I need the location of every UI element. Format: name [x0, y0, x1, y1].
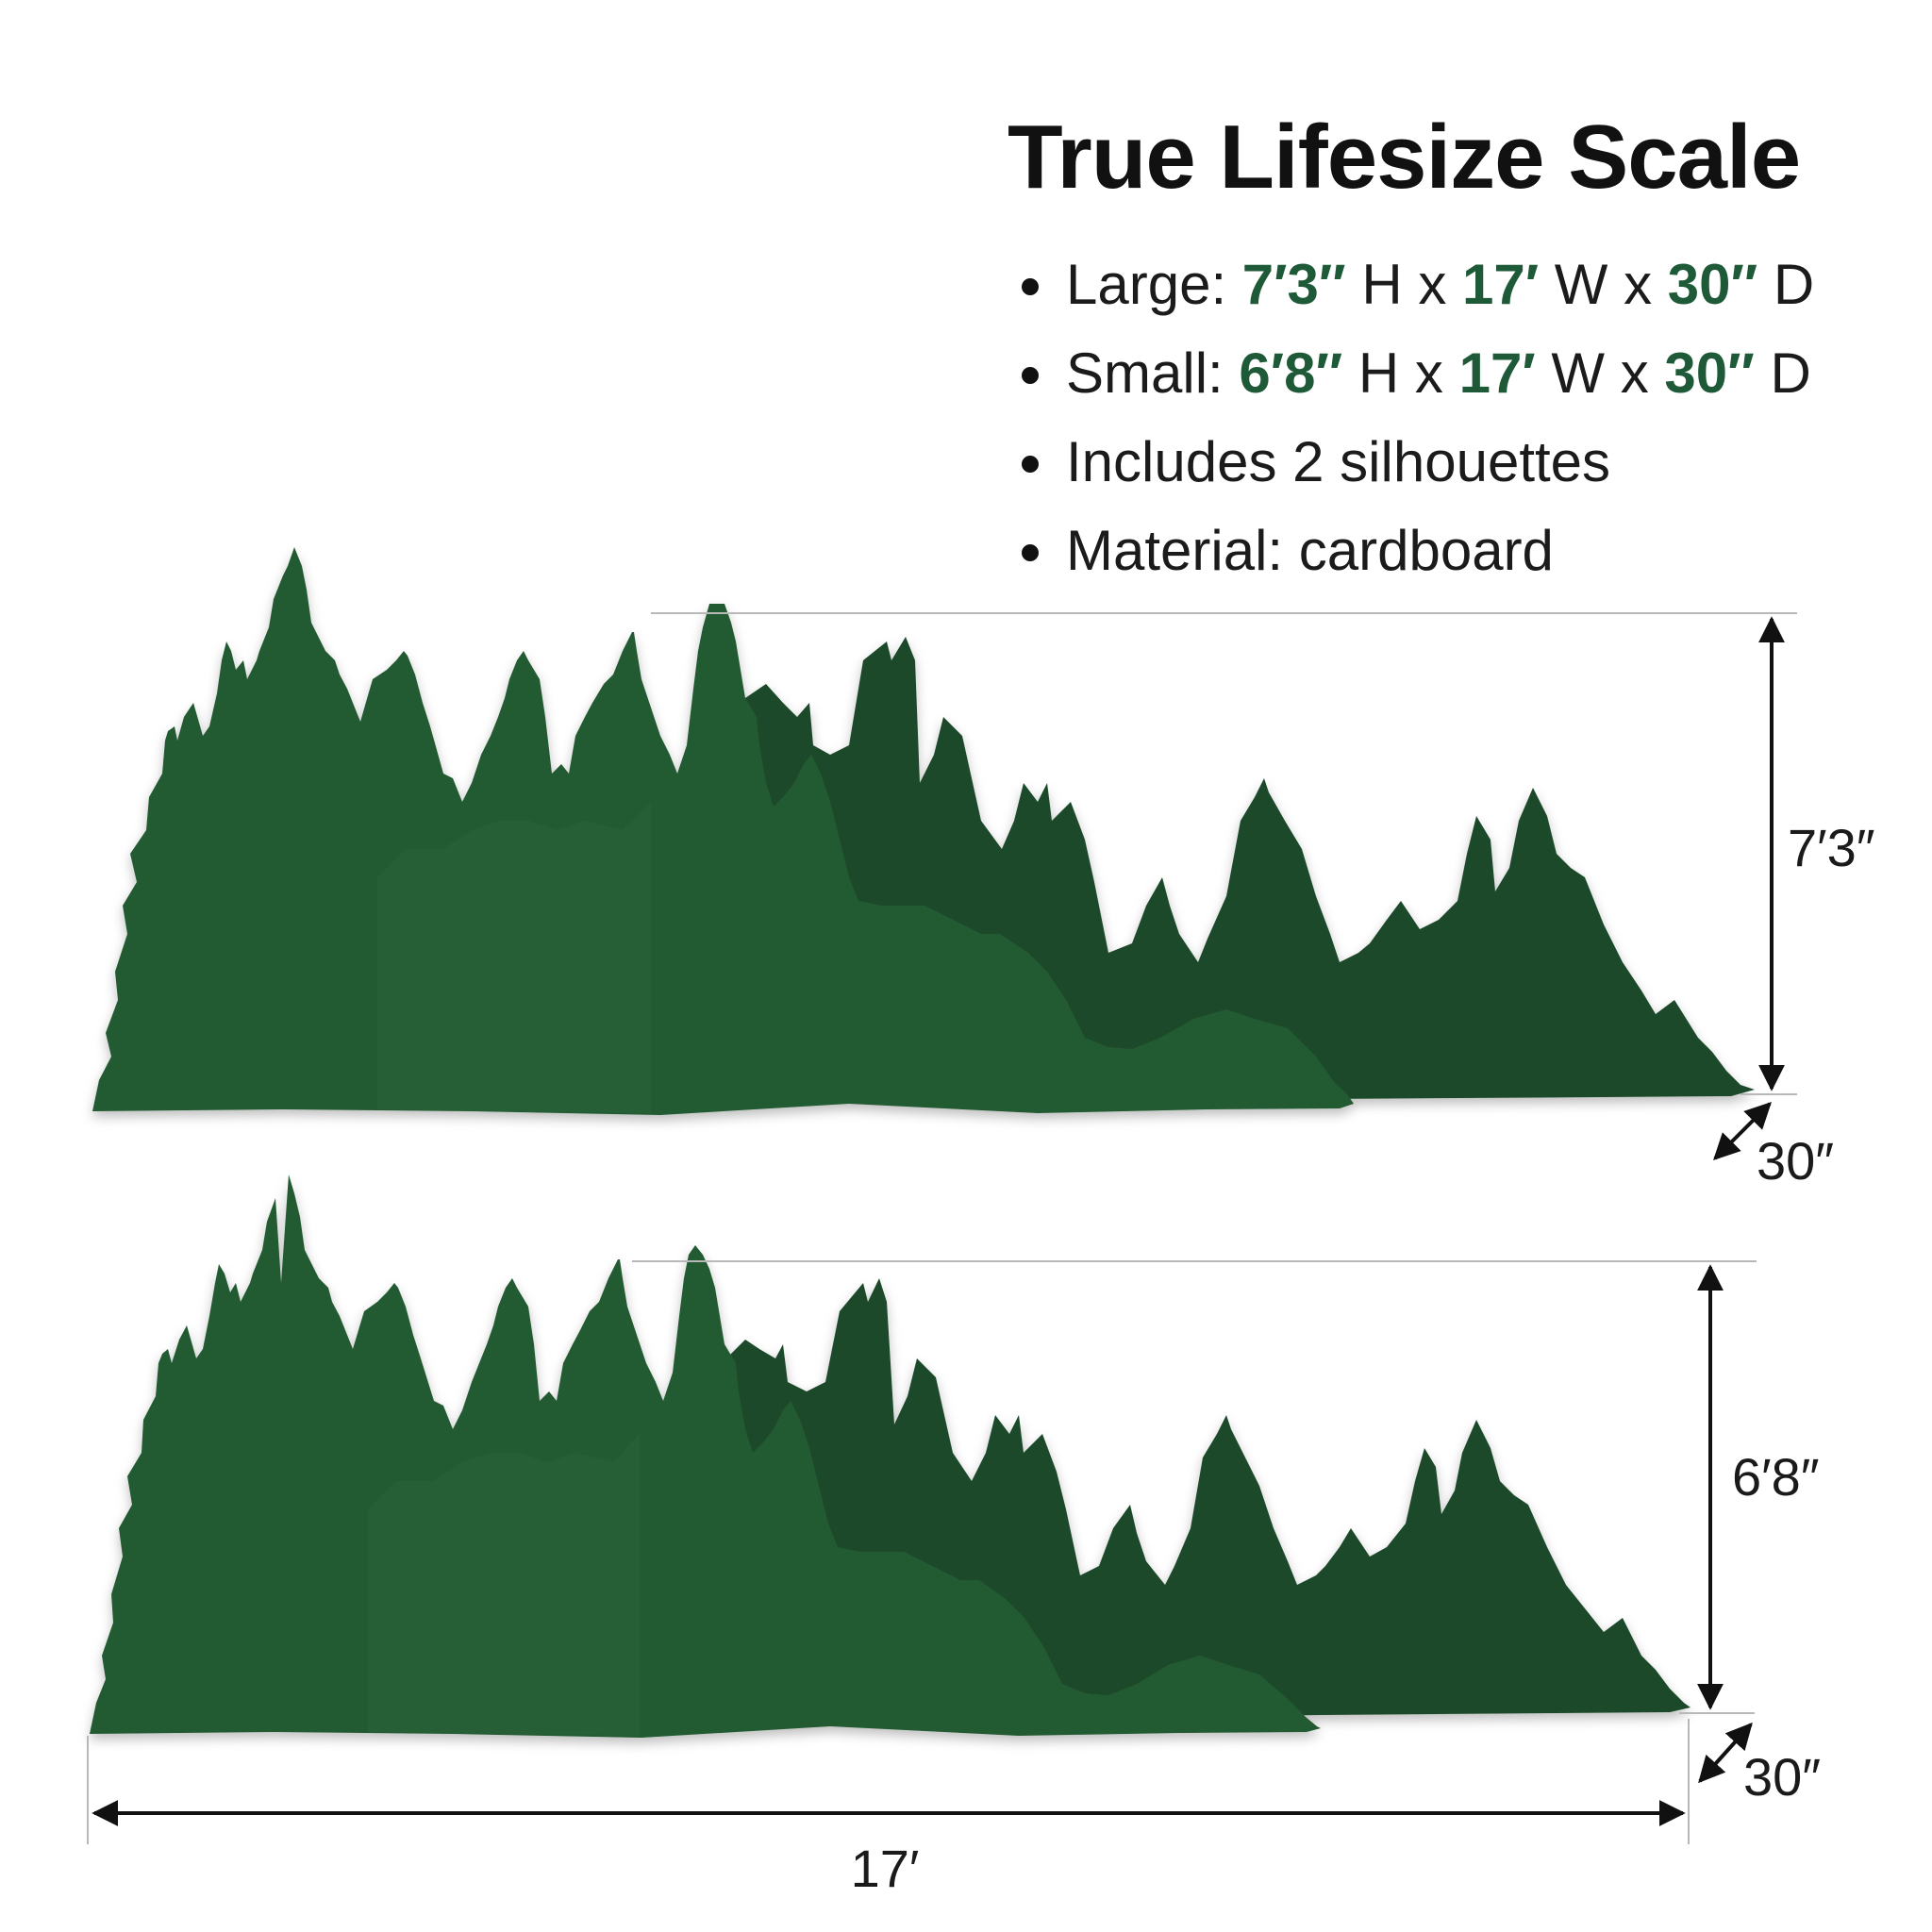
spec-small-height: 6′8″ [1239, 341, 1343, 405]
small-depth-arrow [1698, 1722, 1753, 1784]
spec-large-height: 7′3″ [1241, 253, 1346, 316]
large-silhouette-fold-shade [377, 802, 651, 1113]
spec-large: Large: 7′3″ H x 17′ W x 30″ D [1014, 247, 1814, 336]
bullet-icon [1022, 544, 1039, 561]
spec-small-width: 17′ [1458, 341, 1536, 405]
spec-silhouettes: Includes 2 silhouettes [1014, 425, 1814, 513]
large-tree-silhouette [92, 547, 1755, 1115]
spec-small-h-suffix: H x [1342, 341, 1459, 405]
small-height-label: 6′8″ [1732, 1447, 1820, 1507]
spec-small-d-suffix: D [1754, 341, 1811, 405]
spec-small-label: Small: [1066, 341, 1240, 405]
spec-large-h-suffix: H x [1345, 253, 1463, 316]
spec-large-w-suffix: W x [1539, 253, 1668, 316]
spec-material-text: Material: cardboard [1066, 519, 1554, 582]
spec-silhouettes-text: Includes 2 silhouettes [1066, 430, 1611, 493]
spec-list: Large: 7′3″ H x 17′ W x 30″ D Small: 6′8… [1014, 247, 1814, 602]
spec-small: Small: 6′8″ H x 17′ W x 30″ D [1014, 336, 1814, 425]
spec-large-depth: 30″ [1667, 253, 1758, 316]
width-label: 17′ [851, 1839, 920, 1898]
page-title: True Lifesize Scale [1008, 107, 1801, 208]
large-depth-label: 30″ [1757, 1131, 1834, 1191]
bullet-icon [1022, 456, 1039, 473]
spec-large-width: 17′ [1462, 253, 1540, 316]
bullet-icon [1022, 367, 1039, 384]
spec-large-d-suffix: D [1757, 253, 1815, 316]
spec-material: Material: cardboard [1014, 513, 1814, 602]
large-depth-arrow [1713, 1102, 1772, 1160]
small-tree-silhouette [90, 1174, 1690, 1738]
large-height-label: 7′3″ [1788, 818, 1875, 877]
spec-small-depth: 30″ [1664, 341, 1755, 405]
spec-large-label: Large: [1066, 253, 1242, 316]
spec-small-w-suffix: W x [1535, 341, 1665, 405]
small-silhouette-fold-shade [368, 1434, 640, 1736]
bullet-icon [1022, 278, 1039, 295]
small-depth-label: 30″ [1743, 1747, 1821, 1807]
